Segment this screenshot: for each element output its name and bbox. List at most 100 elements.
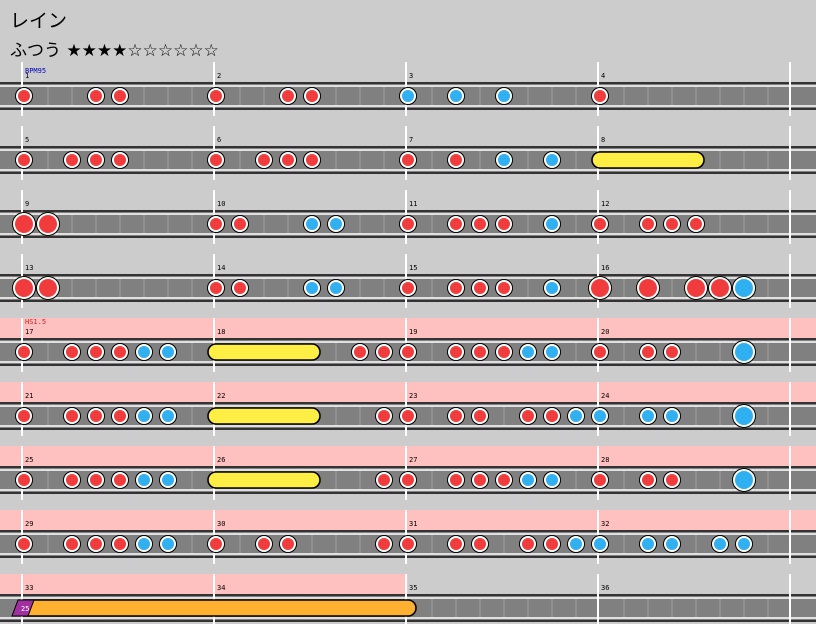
don-note [474, 474, 486, 486]
measure-number: 10 [217, 200, 225, 208]
measure-number: 26 [217, 456, 225, 464]
don-note [666, 346, 678, 358]
don-note [402, 282, 414, 294]
measure-number: 21 [25, 392, 33, 400]
ka-note [546, 282, 558, 294]
don-note [114, 346, 126, 358]
difficulty-stars: ★★★★☆☆☆☆☆☆ [66, 41, 218, 61]
don-note [282, 538, 294, 550]
don-note [114, 410, 126, 422]
balloon-note [15, 599, 417, 617]
measure-number: 24 [601, 392, 609, 400]
hs-band [0, 510, 816, 530]
don-note [402, 346, 414, 358]
big-don-note [591, 279, 609, 297]
don-note [666, 218, 678, 230]
measure-number: 14 [217, 264, 225, 272]
don-note [66, 346, 78, 358]
don-note [18, 154, 30, 166]
measure-number: 34 [217, 584, 225, 592]
ka-note [330, 282, 342, 294]
don-note [210, 538, 222, 550]
measure-number: 17 [25, 328, 33, 336]
ka-note [162, 474, 174, 486]
don-note [90, 346, 102, 358]
measure-number: 27 [409, 456, 417, 464]
hs-band [0, 446, 816, 466]
don-note [18, 90, 30, 102]
don-note [474, 282, 486, 294]
don-note [450, 346, 462, 358]
measure-number: 31 [409, 520, 417, 528]
don-note [642, 346, 654, 358]
ka-note [570, 410, 582, 422]
don-note [594, 474, 606, 486]
don-note [258, 538, 270, 550]
don-note [354, 346, 366, 358]
ka-note [714, 538, 726, 550]
balloon-head [11, 599, 35, 617]
balloon-count: 25 [21, 605, 29, 613]
drumroll-note [207, 343, 321, 361]
measure-number: 22 [217, 392, 225, 400]
ka-note [642, 410, 654, 422]
don-note [402, 410, 414, 422]
ka-note [498, 154, 510, 166]
don-note [282, 90, 294, 102]
big-don-note [687, 279, 705, 297]
measure-number: 11 [409, 200, 417, 208]
don-note [114, 90, 126, 102]
don-note [210, 218, 222, 230]
don-note [66, 410, 78, 422]
ka-note [546, 346, 558, 358]
don-note [282, 154, 294, 166]
measure-number: 1 [25, 72, 29, 80]
don-note [258, 154, 270, 166]
don-note [210, 154, 222, 166]
don-note [66, 538, 78, 550]
don-note [666, 474, 678, 486]
measure-number: 28 [601, 456, 609, 464]
ka-note [306, 282, 318, 294]
big-don-note [39, 279, 57, 297]
don-note [522, 410, 534, 422]
don-note [378, 410, 390, 422]
don-note [18, 474, 30, 486]
don-note [90, 154, 102, 166]
measure-number: 29 [25, 520, 33, 528]
don-note [90, 90, 102, 102]
bpm-marker: BPM95 [25, 67, 46, 75]
don-note [306, 154, 318, 166]
measure-number: 33 [25, 584, 33, 592]
song-title: レイン [10, 10, 68, 32]
ka-note [330, 218, 342, 230]
ka-note [546, 218, 558, 230]
measure-number: 13 [25, 264, 33, 272]
measure-number: 12 [601, 200, 609, 208]
ka-note [138, 410, 150, 422]
don-note [474, 218, 486, 230]
don-note [402, 218, 414, 230]
don-note [234, 282, 246, 294]
don-note [498, 282, 510, 294]
big-ka-note [735, 279, 753, 297]
ka-note [138, 346, 150, 358]
ka-note [546, 474, 558, 486]
don-note [66, 474, 78, 486]
don-note [18, 538, 30, 550]
don-note [450, 474, 462, 486]
hs-band [0, 318, 816, 338]
don-note [18, 410, 30, 422]
ka-note [402, 90, 414, 102]
measure-number: 2 [217, 72, 221, 80]
big-ka-note [735, 407, 753, 425]
don-note [474, 346, 486, 358]
don-note [594, 90, 606, 102]
big-ka-note [735, 471, 753, 489]
don-note [450, 218, 462, 230]
ka-note [666, 538, 678, 550]
don-note [450, 154, 462, 166]
measure-number: 4 [601, 72, 605, 80]
don-note [498, 218, 510, 230]
hs-band [0, 574, 408, 594]
